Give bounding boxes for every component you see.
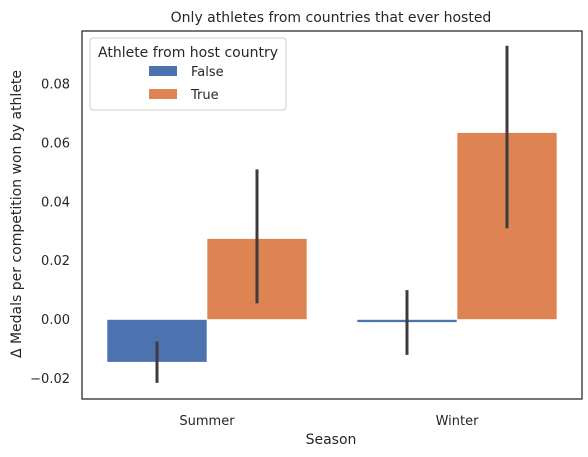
y-tick-label: −0.02 [30,372,70,387]
x-axis-label: Season [306,432,357,448]
y-tick-label: 0.06 [41,136,70,151]
legend-label-true: True [190,88,219,103]
y-tick-label: 0.02 [41,254,70,269]
legend-box [89,37,287,111]
x-axis-ticks: Summer Winter [179,414,479,429]
y-tick-label: 0.08 [41,77,70,92]
x-tick-label-summer: Summer [179,414,235,429]
y-tick-label: 0.04 [41,195,70,210]
y-tick-label: 0.00 [41,313,70,328]
legend: Athlete from host country False True [89,37,287,111]
legend-swatch-true [149,89,177,99]
plot-frame [81,30,583,400]
legend-label-false: False [191,65,224,80]
legend-title: Athlete from host country [98,45,278,61]
y-axis-ticks: −0.02 0.00 0.02 0.04 0.06 0.08 [30,77,70,386]
x-tick-label-winter: Winter [436,414,480,429]
bars-layer [106,132,558,363]
chart-title: Only athletes from countries that ever h… [171,10,492,26]
y-axis-label: Δ Medals per competition won by athlete [9,70,25,358]
legend-swatch-false [149,66,177,76]
error-bars-layer [155,45,509,383]
